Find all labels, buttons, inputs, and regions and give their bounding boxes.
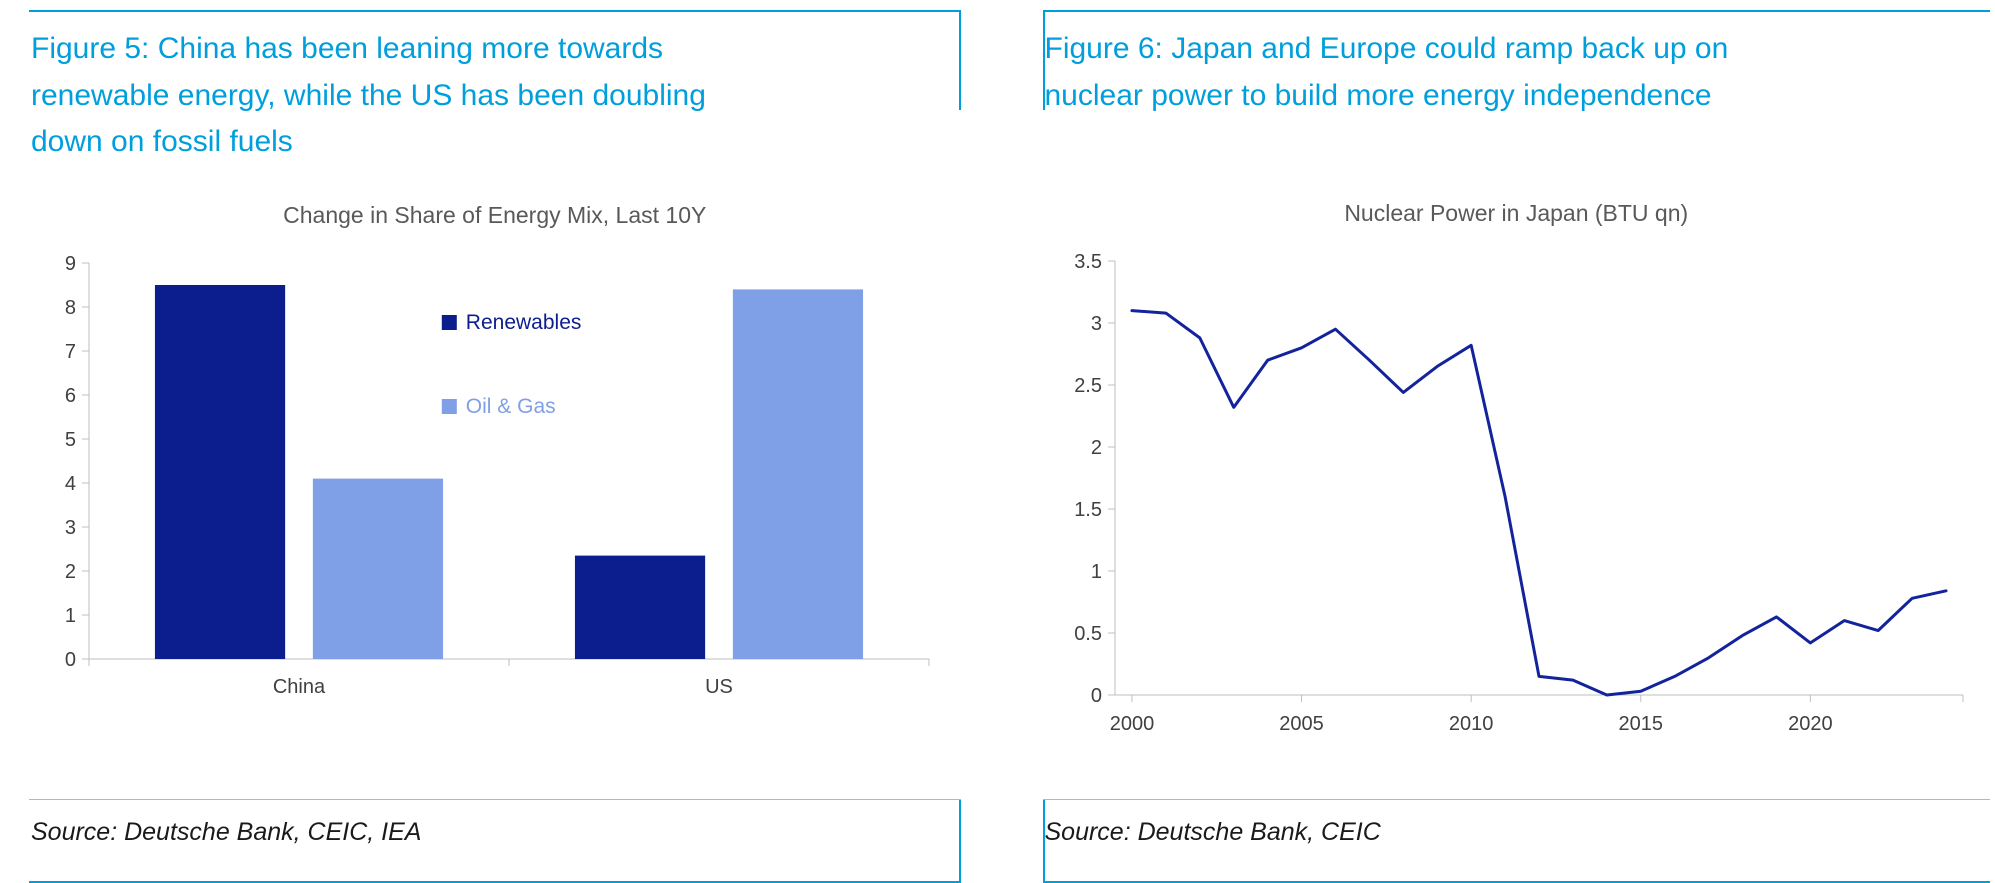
figure5-title-line-2: renewable energy, while the US has been … [31,78,706,112]
nuclear-power-line [1129,309,1948,697]
nuclear-power-line-chart: 0 0.5 1 1.5 2 2.5 3 3.5 2000 2005 2010 2015 2020 [1074,251,1963,735]
y-tick-label: 2 [65,561,76,583]
legend-label: Oil & Gas [466,395,556,418]
figure5-panel: Figure 5: China has been leaning more to… [29,10,961,883]
energy-mix-bar-chart: 0 1 2 3 4 5 6 7 8 9 China US Renewables Oil & Gas [65,253,930,698]
figure5-source-text: Source: Deutsche Bank, CEIC, IEA [31,818,422,846]
figure6-title-line-2: nuclear power to build more energy indep… [1044,78,1712,112]
y-tick-label: 0 [1090,685,1101,707]
legend-swatch [441,314,457,330]
figure6-panel: Figure 6: Japan and Europe could ramp ba… [1042,10,1991,883]
figure6-title: Figure 6: Japan and Europe could ramp ba… [1042,10,1990,172]
figure5-chart-block: Change in Share of Energy Mix, Last 10Y … [29,202,961,711]
bar-renewables-us [574,555,706,659]
x-tick-label: 2015 [1618,713,1663,735]
y-tick-label: 6 [65,385,76,407]
figure6-source: Source: Deutsche Bank, CEIC [1042,799,1990,883]
y-tick-label: 3.5 [1074,251,1102,273]
bar-oil-gas-us [732,288,864,659]
bar-oil-gas-china [312,478,444,659]
figure5-chart-title: Change in Share of Energy Mix, Last 10Y [283,201,707,228]
y-tick-label: 1 [1090,561,1101,583]
y-tick-label: 7 [65,341,76,363]
y-tick-label: 4 [65,473,76,495]
x-tick-label: 2005 [1279,713,1324,735]
y-tick-label: 1.5 [1074,499,1102,521]
y-tick-label: 2 [1090,437,1101,459]
y-tick-label: 3 [65,517,76,539]
figure5-title: Figure 5: China has been leaning more to… [29,10,961,174]
x-tick-label: 2020 [1788,713,1833,735]
figure6-title-line-1: Figure 6: Japan and Europe could ramp ba… [1044,32,1729,65]
figure5-title-line-1: Figure 5: China has been leaning more to… [31,32,664,65]
y-tick-label: 5 [65,429,76,451]
legend-label: Renewables [466,311,582,334]
y-tick-label: 0 [65,649,76,671]
y-tick-label: 9 [65,253,76,275]
y-tick-label: 2.5 [1074,375,1102,397]
category-label: US [705,676,733,698]
x-tick-label: 2000 [1109,713,1154,735]
x-tick-label: 2010 [1448,713,1493,735]
figure6-chart-block: Nuclear Power in Japan (BTU qn) 0 0.5 1 1.5… [1043,200,1991,751]
y-tick-label: 8 [65,297,76,319]
category-label: China [273,676,326,698]
figure5-source: Source: Deutsche Bank, CEIC, IEA [29,799,961,883]
legend-swatch [441,398,457,414]
figure6-source-text: Source: Deutsche Bank, CEIC [1044,818,1381,846]
y-tick-label: 3 [1090,313,1101,335]
y-tick-label: 0.5 [1074,623,1102,645]
figure5-title-line-3: down on fossil fuels [31,125,293,158]
y-tick-label: 1 [65,605,76,627]
figure6-chart-title: Nuclear Power in Japan (BTU qn) [1344,200,1689,226]
bar-renewables-china [154,284,286,659]
